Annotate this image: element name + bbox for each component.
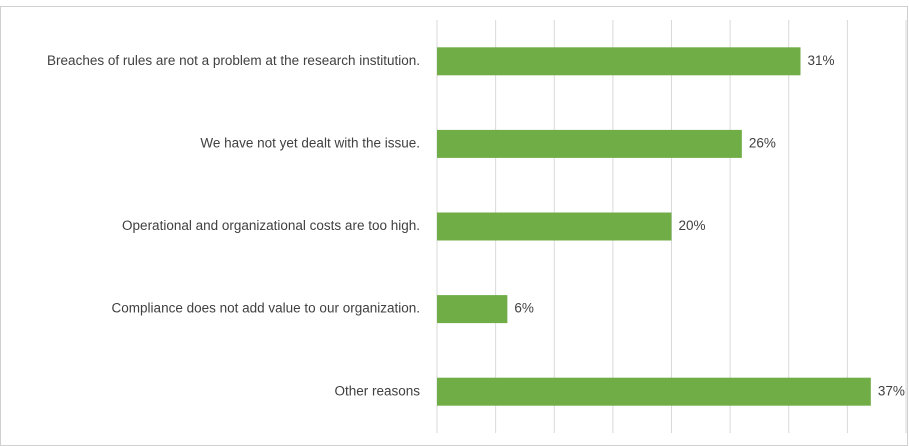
y-tick-label: Compliance does not add value to our org…	[112, 301, 420, 316]
bar	[437, 295, 508, 324]
y-tick-label: We have not yet dealt with the issue.	[200, 135, 420, 150]
bar	[437, 129, 742, 158]
y-tick-label: Breaches of rules are not a problem at t…	[47, 53, 420, 68]
bar	[437, 377, 871, 406]
bar	[437, 212, 672, 241]
data-label: 31%	[807, 53, 834, 68]
bar	[437, 47, 801, 76]
data-label: 26%	[749, 135, 776, 150]
y-tick-label: Other reasons	[334, 383, 420, 398]
y-tick-label: Operational and organizational costs are…	[122, 218, 420, 233]
data-label: 20%	[679, 218, 706, 233]
data-label: 6%	[514, 301, 534, 316]
data-label: 37%	[878, 383, 905, 398]
